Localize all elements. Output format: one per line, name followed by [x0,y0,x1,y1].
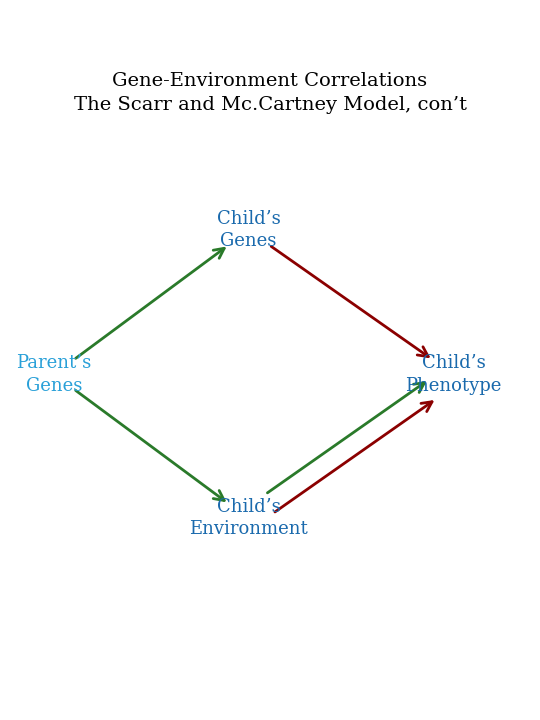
Text: Child’s
Genes: Child’s Genes [217,210,280,251]
FancyArrowPatch shape [76,390,224,500]
FancyArrowPatch shape [267,382,424,493]
Text: Gene-Environment Correlations
The Scarr and Mc.Cartney Model, con’t: Gene-Environment Correlations The Scarr … [73,72,467,114]
Text: Child’s
Phenotype: Child’s Phenotype [406,354,502,395]
FancyArrowPatch shape [275,402,432,512]
Text: Child’s
Environment: Child’s Environment [189,498,308,539]
FancyArrowPatch shape [271,246,428,356]
FancyArrowPatch shape [76,248,224,359]
Text: Parent’s
Genes: Parent’s Genes [16,354,92,395]
